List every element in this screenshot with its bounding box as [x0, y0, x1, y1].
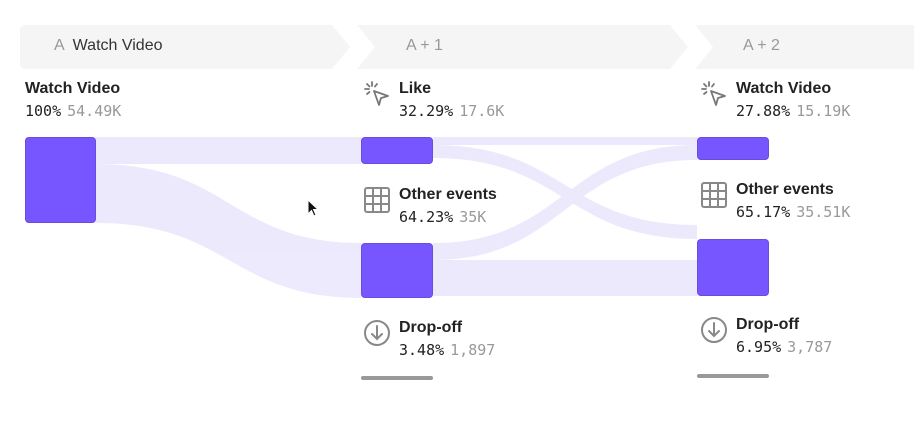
- column-header-a[interactable]: A Watch Video: [20, 25, 352, 69]
- tab-shape: [695, 25, 914, 69]
- grid-icon: [364, 187, 390, 213]
- mouse-cursor-icon: [307, 199, 320, 217]
- node-other-events-2[interactable]: [697, 239, 769, 296]
- tab-shape: [357, 25, 688, 69]
- flow-like-to-other: [433, 145, 697, 239]
- node-other-events[interactable]: [361, 243, 433, 298]
- column-header-a-plus-2[interactable]: A + 2: [695, 25, 914, 69]
- node-label-like: Like 32.29% 17.6K: [363, 80, 504, 120]
- click-icon: [701, 81, 726, 106]
- drop-off-bar-2[interactable]: [697, 374, 769, 378]
- column-title: Watch Video: [72, 37, 163, 54]
- column-prefix: A: [54, 37, 65, 54]
- flow-other-to-other: [433, 260, 697, 296]
- node-label-drop-off-2: Drop-off 6.95% 3,787: [700, 316, 832, 356]
- grid-icon: [701, 182, 727, 208]
- node-like[interactable]: [361, 137, 433, 164]
- flow-watch-to-like: [96, 137, 361, 164]
- node-label-watch-video: Watch Video 100% 54.49K: [25, 80, 122, 120]
- node-label-other-events: Other events 64.23% 35K: [363, 186, 497, 226]
- arrow-down-circle-icon: [701, 317, 727, 343]
- flow-other-to-watch: [433, 145, 697, 260]
- drop-off-bar[interactable]: [361, 376, 433, 380]
- flow-watch-to-other: [96, 164, 361, 298]
- column-title: A + 2: [743, 37, 780, 54]
- tab-shape: [20, 25, 350, 69]
- flow-like-to-watch: [433, 137, 697, 145]
- node-label-other-events-2: Other events 65.17% 35.51K: [700, 181, 850, 221]
- node-watch-video[interactable]: [25, 137, 96, 223]
- node-watch-video-2[interactable]: [697, 137, 769, 160]
- node-label-watch-video-2: Watch Video 27.88% 15.19K: [700, 80, 850, 120]
- node-label-drop-off: Drop-off 3.48% 1,897: [363, 319, 495, 359]
- arrow-down-circle-icon: [364, 320, 390, 346]
- click-icon: [364, 81, 389, 106]
- column-header-a-plus-1[interactable]: A + 1: [357, 25, 690, 69]
- column-title: A + 1: [406, 37, 443, 54]
